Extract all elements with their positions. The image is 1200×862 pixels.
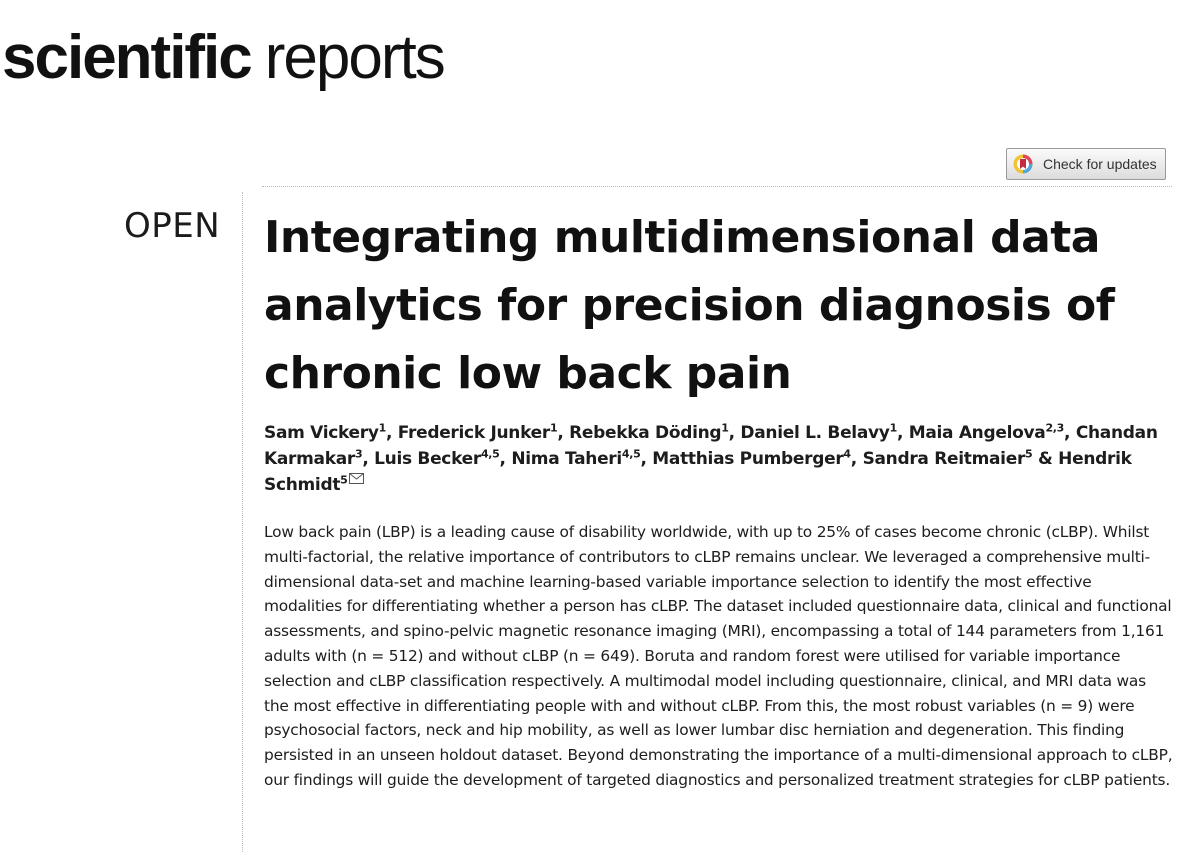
author-affiliation[interactable]: 1 (889, 421, 898, 435)
author-name[interactable]: Daniel L. Belavy (740, 423, 890, 443)
author-affiliation[interactable]: 2,3 (1045, 421, 1065, 435)
author-separator: & (1032, 449, 1059, 469)
author-affiliation[interactable]: 3 (354, 447, 363, 461)
author-affiliation[interactable]: 1 (549, 421, 558, 435)
journal-name-light: reports (264, 23, 446, 92)
author-name[interactable]: Sam Vickery (264, 423, 379, 443)
article-title: Integrating multidimensional data analyt… (264, 212, 1115, 399)
author-separator: , (499, 449, 512, 469)
author-name[interactable]: Nima Taheri (511, 449, 622, 469)
author-affiliation[interactable]: 4,5 (621, 447, 641, 461)
author-affiliation[interactable]: 5 (340, 473, 348, 487)
journal-logo[interactable]: scientific reports (2, 20, 446, 96)
abstract: Low back pain (LBP) is a leading cause o… (264, 523, 1173, 789)
author-separator: , (386, 423, 398, 443)
author-affiliation[interactable]: 4 (843, 447, 851, 461)
author-name[interactable]: Luis Becker (374, 449, 481, 469)
author-separator: , (640, 449, 653, 469)
journal-name-bold: scientific (2, 23, 253, 92)
author-separator: , (557, 423, 570, 443)
author-affiliation[interactable]: 5 (1025, 447, 1033, 461)
author-name[interactable]: Sandra Reitmaier (862, 449, 1026, 469)
author-separator: , (362, 449, 375, 469)
author-name[interactable]: Maia Angelova (908, 423, 1046, 443)
author-name[interactable]: Frederick Junker (397, 423, 550, 443)
author-name[interactable]: Chandan Karmakar (264, 423, 1158, 469)
author-affiliation[interactable]: 1 (721, 421, 729, 435)
author-separator: , (728, 423, 741, 443)
author-list: Sam Vickery1, Frederick Junker1, Rebekka… (264, 420, 1194, 498)
author-affiliation[interactable]: 4,5 (480, 447, 500, 461)
crossmark-icon (1013, 154, 1033, 174)
author-affiliation[interactable]: 1 (378, 421, 387, 435)
author-name[interactable]: Matthias Pumberger (652, 449, 844, 469)
envelope-icon[interactable] (348, 473, 364, 484)
author-separator: , (850, 449, 863, 469)
margin-divider (242, 192, 243, 852)
open-access-label: OPEN (124, 206, 221, 246)
author-separator: , (1064, 423, 1076, 443)
author-name[interactable]: Rebekka Döding (569, 423, 722, 443)
header-divider (262, 186, 1172, 187)
author-name[interactable]: Hendrik Schmidt (264, 449, 1132, 495)
check-for-updates-label: Check for updates (1043, 156, 1157, 172)
check-for-updates-button[interactable]: Check for updates (1006, 148, 1166, 180)
author-separator: , (896, 423, 909, 443)
